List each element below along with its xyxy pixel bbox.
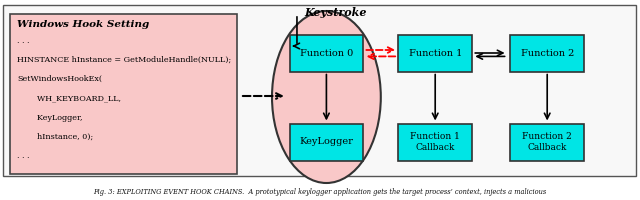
Text: WH_KEYBOARD_LL,: WH_KEYBOARD_LL,: [17, 94, 122, 102]
Text: Fig. 3: EXPLOITING EVENT HOOK CHAINS.  A prototypical keylogger application gets: Fig. 3: EXPLOITING EVENT HOOK CHAINS. A …: [93, 188, 547, 196]
FancyBboxPatch shape: [398, 35, 472, 72]
Text: Function 2
Callback: Function 2 Callback: [522, 132, 572, 152]
Text: . . .: . . .: [17, 37, 30, 45]
Text: KeyLogger: KeyLogger: [300, 138, 353, 146]
Text: KeyLogger,: KeyLogger,: [17, 114, 83, 122]
FancyBboxPatch shape: [511, 35, 584, 72]
Text: Function 1: Function 1: [408, 48, 462, 58]
FancyBboxPatch shape: [511, 124, 584, 160]
Text: HINSTANCE hInstance = GetModuleHandle(NULL);: HINSTANCE hInstance = GetModuleHandle(NU…: [17, 56, 232, 64]
Text: hInstance, 0);: hInstance, 0);: [17, 133, 93, 141]
FancyBboxPatch shape: [290, 35, 364, 72]
FancyBboxPatch shape: [398, 124, 472, 160]
Ellipse shape: [272, 11, 381, 183]
Text: . . .: . . .: [17, 152, 30, 160]
Text: SetWindowsHookEx(: SetWindowsHookEx(: [17, 75, 102, 83]
FancyBboxPatch shape: [3, 5, 636, 176]
FancyBboxPatch shape: [290, 124, 364, 160]
FancyBboxPatch shape: [10, 14, 237, 174]
Text: Function 0: Function 0: [300, 48, 353, 58]
Text: Keystroke: Keystroke: [304, 7, 367, 18]
Text: Function 1
Callback: Function 1 Callback: [410, 132, 460, 152]
Text: Windows Hook Setting: Windows Hook Setting: [17, 20, 150, 29]
Text: Function 2: Function 2: [520, 48, 574, 58]
